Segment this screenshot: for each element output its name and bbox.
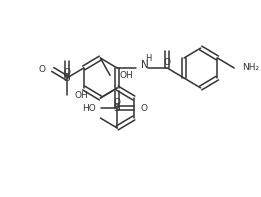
Text: S: S <box>114 103 120 113</box>
Text: O: O <box>39 65 46 74</box>
Text: OH: OH <box>120 71 133 80</box>
Text: O: O <box>140 103 147 112</box>
Text: O: O <box>164 58 171 67</box>
Text: HO: HO <box>82 103 96 112</box>
Text: N: N <box>141 60 149 70</box>
Text: H: H <box>145 54 151 62</box>
Text: O: O <box>114 98 121 107</box>
Text: NH₂: NH₂ <box>242 63 259 72</box>
Text: S: S <box>64 73 70 83</box>
Text: O: O <box>63 68 70 77</box>
Text: OH: OH <box>75 90 88 99</box>
